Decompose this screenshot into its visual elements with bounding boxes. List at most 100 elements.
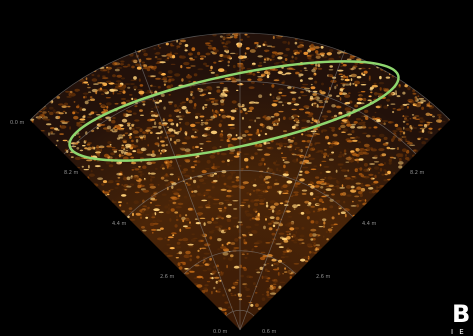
- echo-speckle: [269, 126, 274, 131]
- echo-speckle: [428, 101, 431, 104]
- echo-speckle: [294, 148, 297, 151]
- echo-speckle: [183, 195, 188, 199]
- echo-speckle: [363, 175, 370, 179]
- echo-speckle: [178, 42, 182, 45]
- echo-speckle: [421, 141, 427, 145]
- echo-speckle: [205, 189, 211, 192]
- echo-speckle: [373, 161, 380, 163]
- echo-speckle: [386, 104, 389, 107]
- echo-speckle: [233, 35, 238, 39]
- echo-speckle: [220, 40, 223, 42]
- echo-speckle: [357, 136, 360, 139]
- echo-speckle: [237, 293, 241, 296]
- echo-speckle: [220, 59, 224, 62]
- echo-speckle: [147, 206, 150, 209]
- echo-speckle: [84, 100, 89, 105]
- echo-speckle: [363, 143, 370, 148]
- range-label-inner-right-2: 2.6 m: [316, 274, 331, 280]
- echo-speckle: [158, 149, 161, 152]
- echo-speckle: [405, 119, 409, 122]
- echo-speckle: [126, 109, 129, 112]
- echo-speckle: [200, 205, 203, 207]
- echo-speckle: [72, 111, 76, 115]
- echo-speckle: [310, 122, 314, 124]
- echo-speckle: [418, 131, 423, 133]
- echo-speckle: [398, 84, 401, 87]
- echo-speckle: [419, 127, 426, 130]
- echo-speckle: [261, 293, 264, 296]
- echo-speckle: [257, 149, 263, 151]
- echo-speckle: [301, 242, 305, 244]
- echo-speckle: [48, 132, 50, 136]
- echo-speckle: [244, 52, 247, 55]
- echo-speckle: [142, 179, 147, 182]
- echo-speckle: [231, 181, 235, 183]
- echo-speckle: [145, 216, 149, 219]
- echo-speckle: [256, 271, 261, 274]
- echo-speckle: [315, 142, 321, 144]
- echo-speckle: [82, 81, 84, 85]
- echo-speckle: [378, 148, 385, 152]
- echo-speckle: [319, 171, 323, 175]
- echo-speckle: [241, 103, 245, 108]
- echo-speckle: [230, 254, 234, 258]
- echo-speckle: [167, 166, 175, 170]
- echo-speckle: [219, 273, 224, 276]
- echo-speckle: [356, 58, 362, 61]
- echo-speckle: [323, 191, 326, 194]
- echo-speckle: [249, 218, 252, 221]
- echo-speckle: [275, 160, 278, 163]
- echo-speckle: [114, 68, 120, 72]
- echo-speckle: [211, 217, 214, 222]
- echo-speckle: [286, 233, 289, 236]
- echo-speckle: [95, 148, 101, 152]
- echo-speckle: [203, 191, 210, 196]
- echo-speckle: [309, 181, 313, 185]
- echo-speckle: [60, 125, 67, 129]
- echo-speckle: [163, 252, 169, 255]
- echo-speckle: [220, 246, 227, 250]
- echo-speckle: [417, 124, 424, 127]
- echo-speckle: [100, 169, 104, 171]
- echo-speckle: [82, 92, 89, 95]
- echo-speckle: [198, 206, 203, 209]
- echo-speckle: [222, 36, 226, 41]
- echo-speckle: [267, 287, 271, 291]
- echo-speckle: [197, 68, 204, 71]
- echo-speckle: [301, 46, 304, 48]
- echo-speckle: [141, 226, 145, 229]
- echo-speckle: [152, 219, 157, 223]
- echo-speckle: [248, 86, 255, 89]
- echo-speckle: [349, 137, 356, 139]
- echo-speckle: [403, 115, 409, 118]
- echo-speckle: [355, 136, 359, 139]
- echo-speckle: [229, 52, 236, 55]
- echo-speckle: [119, 204, 122, 207]
- echo-speckle: [185, 250, 191, 255]
- echo-speckle: [57, 103, 64, 106]
- echo-speckle: [283, 189, 287, 193]
- echo-speckle: [384, 173, 388, 176]
- echo-speckle: [406, 105, 409, 109]
- echo-speckle: [386, 98, 391, 102]
- echo-speckle: [108, 118, 112, 122]
- echo-speckle: [201, 177, 208, 179]
- echo-speckle: [221, 160, 225, 163]
- echo-speckle: [356, 101, 362, 105]
- echo-speckle: [165, 131, 171, 135]
- echo-speckle: [316, 180, 322, 185]
- echo-speckle: [221, 243, 224, 247]
- echo-speckle: [340, 192, 344, 196]
- echo-speckle: [99, 124, 106, 126]
- echo-speckle: [158, 71, 163, 75]
- echo-speckle: [200, 247, 207, 250]
- echo-speckle: [236, 225, 239, 229]
- echo-speckle: [102, 77, 109, 80]
- echo-speckle: [50, 127, 55, 130]
- echo-speckle: [372, 156, 378, 159]
- echo-speckle: [274, 179, 278, 181]
- echo-speckle: [252, 282, 256, 286]
- echo-speckle: [207, 267, 212, 271]
- echo-speckle: [203, 259, 206, 263]
- echo-speckle: [84, 140, 88, 142]
